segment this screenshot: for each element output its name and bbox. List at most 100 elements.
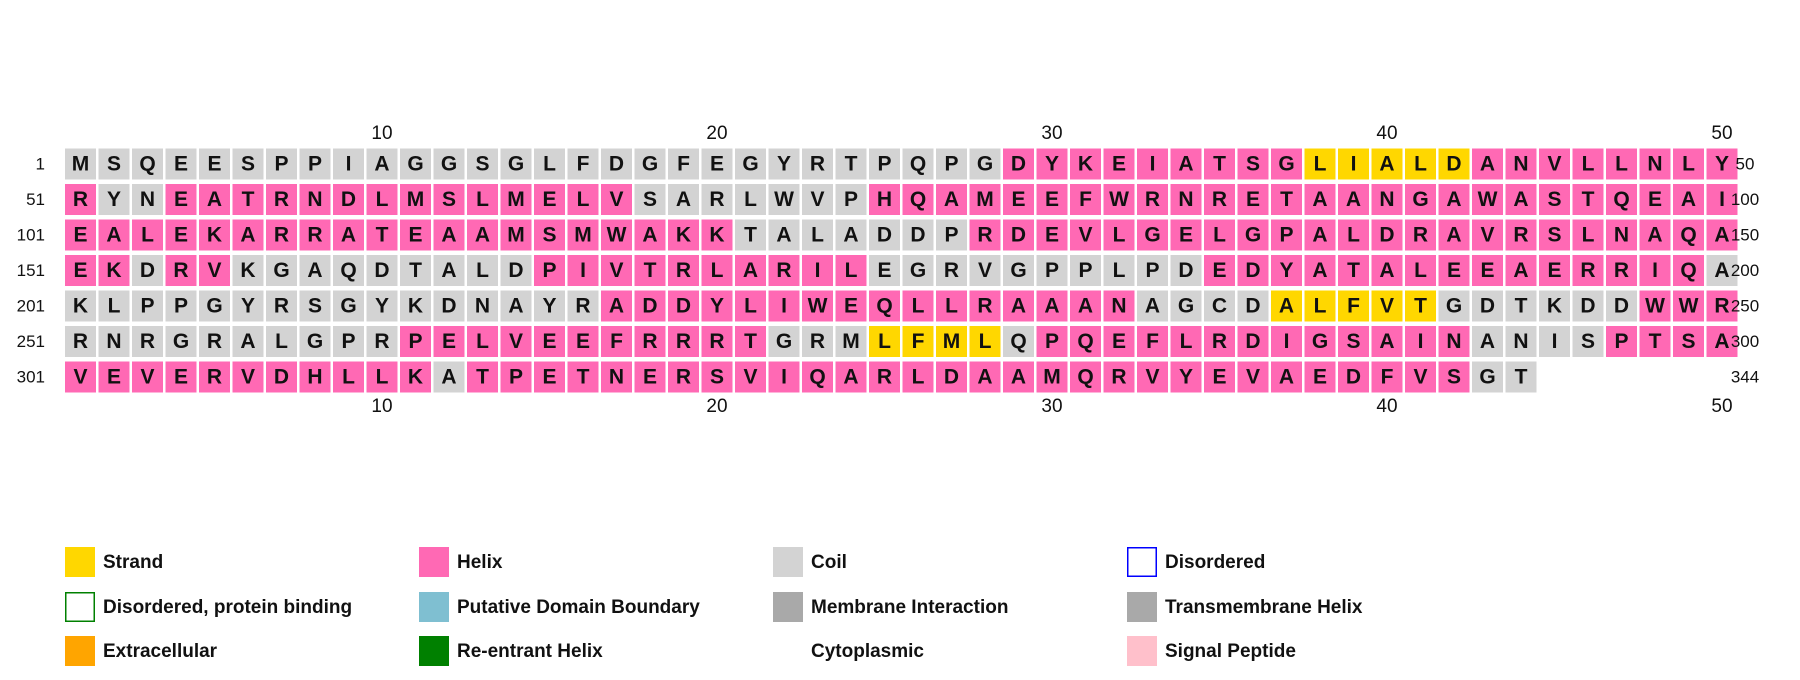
residue-letter: S	[710, 366, 724, 389]
residue-box-172	[768, 255, 800, 286]
residue-box-94	[1505, 184, 1537, 215]
residue-letter: Y	[1045, 153, 1059, 176]
ruler-tick-top: 10	[371, 123, 392, 144]
residue-letter: L	[1682, 153, 1695, 176]
residue-box-181	[1070, 255, 1101, 286]
residue-letter: G	[340, 295, 356, 318]
residue-box-71	[735, 184, 766, 215]
residue-box-339	[1338, 361, 1369, 393]
residue-letter: M	[943, 330, 961, 353]
legend-swatch-coil	[773, 547, 803, 577]
residue-box-107	[266, 219, 297, 251]
residue-letter: E	[1112, 330, 1126, 353]
residue-box-257	[266, 326, 297, 357]
residue-letter: A	[1446, 188, 1461, 211]
residue-box-208	[299, 290, 331, 322]
residue-box-76	[902, 184, 934, 215]
residue-letter: L	[979, 330, 992, 353]
residue-box-16	[567, 148, 599, 180]
residue-box-62	[433, 184, 465, 215]
residue-box-98	[1639, 184, 1671, 215]
residue-letter: S	[442, 188, 456, 211]
residue-letter: L	[108, 295, 121, 318]
residue-box-288	[1304, 326, 1336, 357]
residue-letter: A	[1346, 188, 1361, 211]
residue-letter: N	[1513, 153, 1528, 176]
residue-letter: R	[73, 188, 88, 211]
residue-box-67	[601, 184, 632, 215]
residue-box-274	[835, 326, 867, 357]
residue-letter: S	[308, 295, 322, 318]
residue-letter: V	[1547, 153, 1561, 176]
residue-box-237	[1271, 290, 1302, 322]
residue-box-160	[366, 255, 398, 286]
residue-box-179	[1003, 255, 1034, 286]
residue-letter: I	[580, 259, 586, 282]
residue-letter: N	[307, 188, 322, 211]
residue-letter: G	[1144, 224, 1160, 247]
residue-letter: K	[676, 224, 691, 247]
residue-box-95	[1539, 184, 1570, 215]
residue-box-40	[1371, 148, 1403, 180]
residue-box-178	[969, 255, 1001, 286]
residue-letter: A	[1379, 153, 1394, 176]
residue-box-123	[802, 219, 833, 251]
residue-letter: R	[709, 330, 724, 353]
residue-letter: L	[476, 188, 489, 211]
residue-letter: A	[1681, 188, 1696, 211]
residue-box-336	[1237, 361, 1269, 393]
residue-letter: E	[542, 366, 556, 389]
residue-letter: N	[1614, 224, 1629, 247]
residue-box-147	[1606, 219, 1637, 251]
residue-box-233	[1137, 290, 1168, 322]
residue-letter: G	[776, 330, 792, 353]
residue-box-316	[567, 361, 599, 393]
residue-letter: L	[1213, 224, 1226, 247]
residue-letter: E	[1480, 259, 1494, 282]
residue-letter: M	[1043, 366, 1061, 389]
residue-letter: S	[643, 188, 657, 211]
residue-letter: S	[1547, 188, 1561, 211]
residue-letter: G	[307, 330, 323, 353]
residue-letter: L	[811, 224, 824, 247]
residue-letter: F	[610, 330, 623, 353]
residue-letter: A	[1647, 224, 1662, 247]
residue-letter: V	[140, 366, 154, 389]
residue-box-47	[1606, 148, 1637, 180]
residue-letter: P	[174, 295, 188, 318]
residue-letter: A	[843, 366, 858, 389]
legend-label-strand: Strand	[103, 552, 163, 573]
residue-box-96	[1572, 184, 1604, 215]
residue-box-103	[132, 219, 163, 251]
residue-letter: T	[744, 330, 757, 353]
residue-letter: E	[542, 330, 556, 353]
residue-letter: R	[944, 259, 959, 282]
residue-box-137	[1271, 219, 1302, 251]
residue-letter: E	[1045, 188, 1059, 211]
residue-box-317	[601, 361, 632, 393]
residue-letter: G	[642, 153, 658, 176]
residue-letter: P	[1045, 330, 1059, 353]
residue-box-308	[299, 361, 331, 393]
residue-letter: Q	[1077, 366, 1093, 389]
residue-box-121	[735, 219, 766, 251]
residue-box-187	[1271, 255, 1302, 286]
residue-box-66	[567, 184, 599, 215]
residue-letter: A	[676, 188, 691, 211]
residue-letter: I	[1284, 330, 1290, 353]
residue-box-138	[1304, 219, 1336, 251]
residue-letter: L	[1314, 295, 1327, 318]
residue-letter: T	[1414, 295, 1427, 318]
residue-box-75	[869, 184, 900, 215]
residue-letter: D	[944, 366, 959, 389]
residue-box-157	[266, 255, 297, 286]
residue-letter: E	[174, 188, 188, 211]
residue-letter: Q	[910, 188, 926, 211]
residue-box-13	[467, 148, 498, 180]
residue-box-55	[199, 184, 230, 215]
residue-letter: S	[1346, 330, 1360, 353]
residue-letter: Q	[809, 366, 825, 389]
residue-box-21	[735, 148, 766, 180]
residue-box-154	[165, 255, 197, 286]
